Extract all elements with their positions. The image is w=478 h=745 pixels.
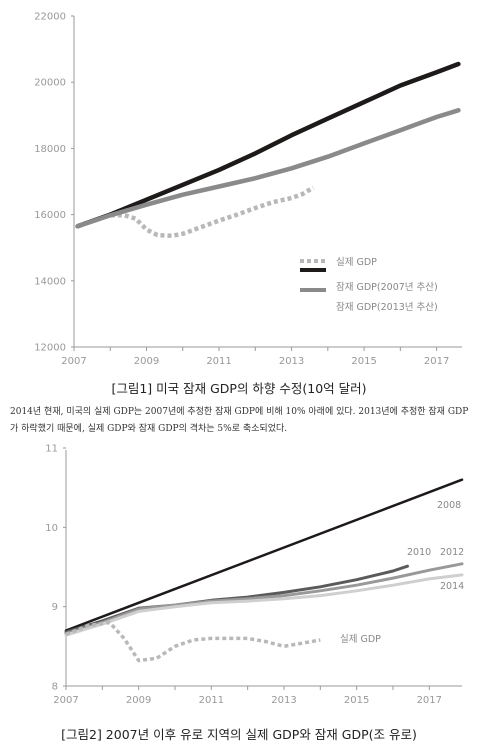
fig1-series-line-0 [76,185,315,239]
fig1-legend: 실제 GDP 잠재 GDP(2007년 추산) 잠재 GDP(2013년 추산) [300,257,438,313]
fig1-xtick-label: 2013 [279,356,304,367]
fig2-ytick-label: 8 [52,682,58,693]
fig1-xtick-label: 2015 [351,356,376,367]
fig1-y-ticks: 12000 14000 16000 18000 20000 22000 [34,12,74,354]
fig2-xtick-label: 2007 [53,695,78,706]
fig2-series-labels: 2008 2010 2012 2014 실제 GDP [340,500,464,645]
figure1-description: 2014년 현재, 미국의 실제 GDP는 2007년에 추정한 잠재 GDP에… [10,407,469,434]
fig1-xtick-label: 2009 [134,356,159,367]
fig1-ytick-label: 22000 [34,12,66,23]
legend-label-2007: 잠재 GDP(2007년 추산) [336,282,438,293]
legend-label-2013: 잠재 GDP(2013년 추산) [336,302,438,313]
fig1-ytick-label: 12000 [34,343,66,354]
figure1-caption: [그림1] 미국 잠재 GDP의 하향 수정(10억 달러) [111,381,367,396]
fig2-xtick-label: 2015 [344,695,369,706]
fig2-xtick-label: 2013 [271,695,296,706]
fig1-xtick-label: 2017 [424,356,449,367]
fig2-xtick-label: 2009 [126,695,151,706]
fig1-series-line-2 [75,108,461,229]
fig2-series [64,478,464,663]
fig2-x-ticks: 2007 2009 2011 2013 2015 2017 [53,686,442,706]
fig1-series-line-1 [75,61,461,229]
fig2-series-line-0 [64,478,464,632]
fig1-xtick-label: 2011 [206,356,231,367]
fig2-y-ticks: 8 9 10 11 [45,444,66,693]
legend-label-actual: 실제 GDP [336,257,377,268]
fig2-ytick-label: 10 [45,523,58,534]
series-label-2012: 2012 [440,547,464,558]
fig2-ytick-label: 11 [45,444,58,455]
fig2-xtick-label: 2017 [417,695,442,706]
series-label-2008: 2008 [437,500,461,511]
fig1-ytick-label: 20000 [34,78,66,89]
fig2-xtick-label: 2011 [199,695,224,706]
fig1-ytick-label: 16000 [34,210,66,221]
figure2-chart: 8 9 10 11 2007 2009 2011 2013 2015 2017 2008 201… [45,444,464,707]
figure2-caption: [그림2] 2007년 이후 유로 지역의 실제 GDP와 잠재 GDP(조 유… [61,727,417,742]
fig2-series-line-3 [64,573,464,637]
fig1-series [75,61,461,239]
series-label-actual: 실제 GDP [340,634,381,645]
fig1-ytick-label: 18000 [34,144,66,155]
fig1-xtick-label: 2007 [61,356,86,367]
series-label-2010: 2010 [407,547,431,558]
fig1-ytick-label: 14000 [34,276,66,287]
fig2-axis-lines [65,450,462,687]
fig1-axis-lines [73,16,462,348]
fig1-x-ticks: 2007 2009 2011 2013 2015 2017 [61,347,449,367]
fig2-ytick-label: 9 [52,602,58,613]
fig2-series-line-4 [65,620,321,663]
series-label-2014: 2014 [440,581,464,592]
fig2-series-line-2 [64,562,464,636]
